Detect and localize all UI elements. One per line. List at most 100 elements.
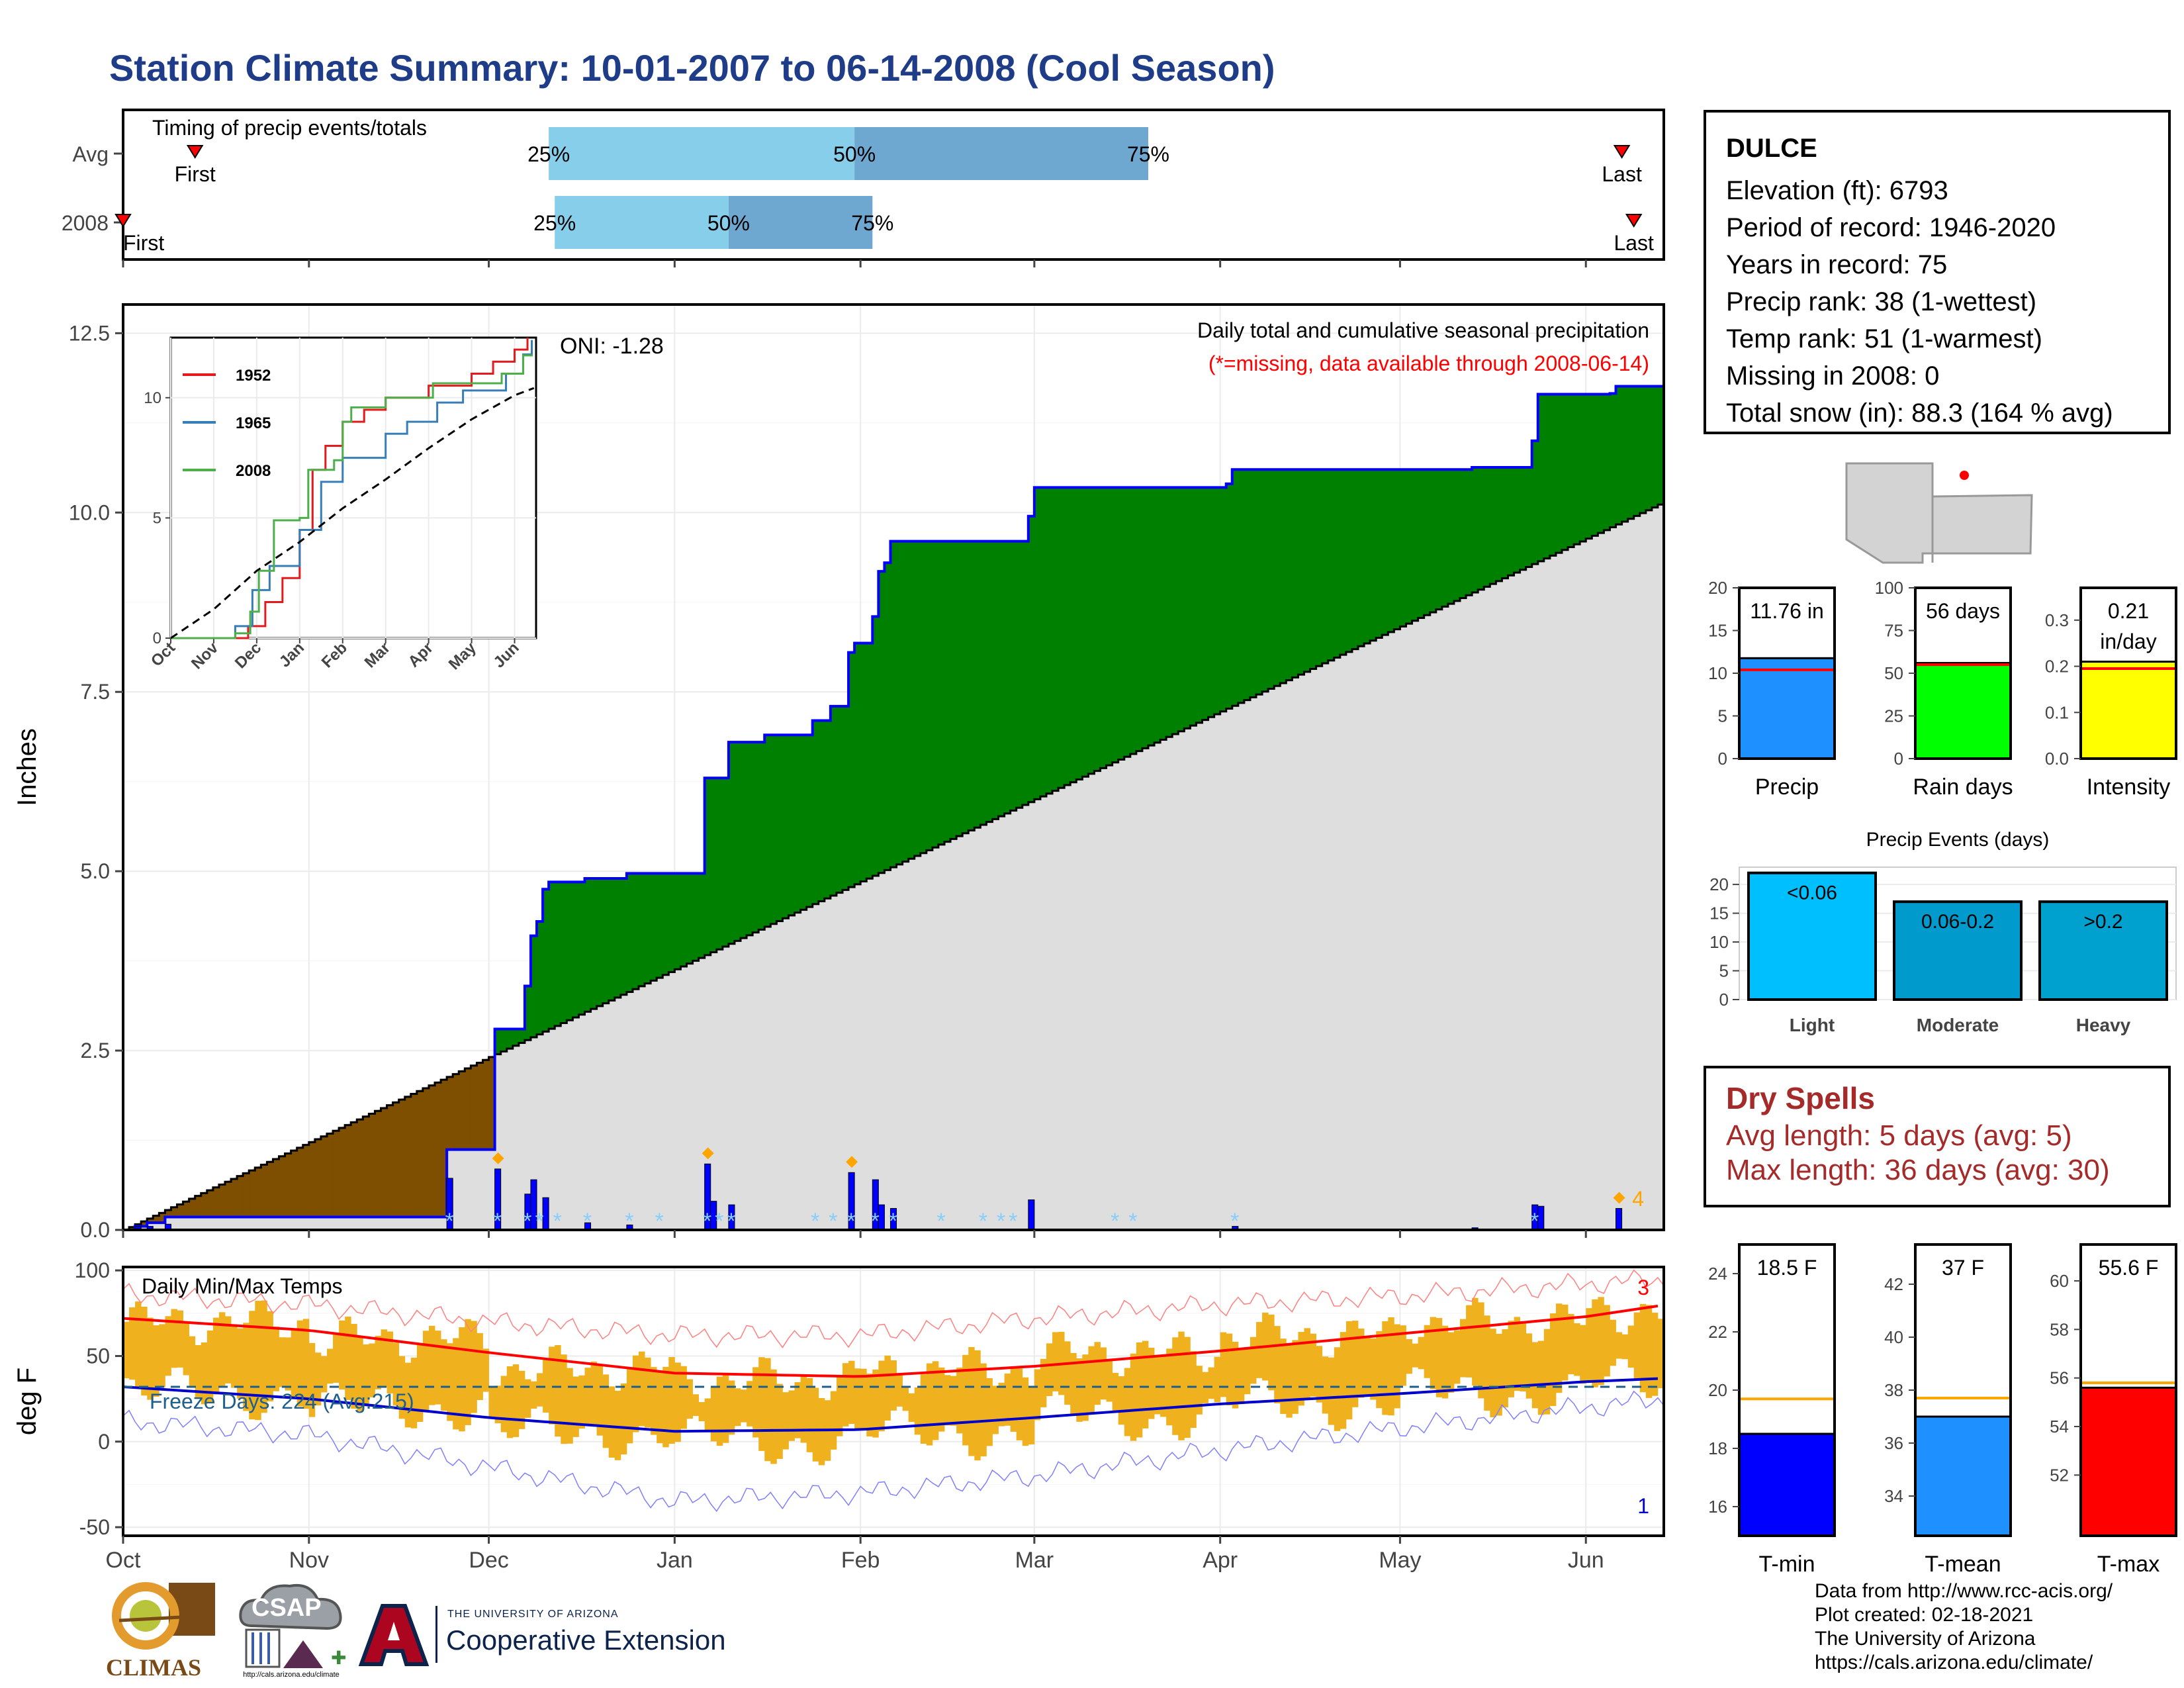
daily-temp-bar <box>1645 1305 1653 1398</box>
precip-surplus-fill <box>800 735 807 910</box>
daily-temp-bar <box>651 1367 657 1435</box>
precip-deficit-fill <box>183 1201 190 1217</box>
precip-surplus-fill <box>920 541 927 853</box>
daily-temp-bar <box>657 1371 663 1444</box>
station-missing: Missing in 2008: 0 <box>1726 361 1940 391</box>
daily-temp-bar <box>279 1337 285 1387</box>
snow-marker: * <box>871 1209 880 1234</box>
daily-temp-bar <box>243 1323 250 1411</box>
temp-y-axis-label: deg F <box>13 1368 42 1435</box>
daily-temp-bar <box>1651 1313 1659 1396</box>
precip-deficit-fill <box>447 1076 453 1150</box>
precip-surplus-fill <box>1226 483 1233 709</box>
daily-temp-bar <box>584 1368 591 1424</box>
events-bar-label: 0.06-0.2 <box>1921 911 1994 933</box>
daily-temp-bar <box>752 1367 759 1438</box>
snow-marker: * <box>445 1209 454 1234</box>
daily-temp-bar <box>1382 1321 1388 1415</box>
precip-surplus-fill <box>716 778 723 950</box>
daily-temp-bar <box>1052 1332 1059 1391</box>
precip-surplus-fill <box>1466 469 1473 596</box>
precip-surplus-fill <box>1645 386 1653 510</box>
precip-surplus-fill <box>1574 394 1580 545</box>
daily-temp-bar <box>1537 1340 1545 1415</box>
precip_gauge-chart: 0 5 10 15 20 11.76 in Precip <box>1708 578 1836 800</box>
credit-url: https://cals.arizona.edu/climate/ <box>1815 1652 2093 1673</box>
daily-temp-bar <box>896 1374 903 1407</box>
daily-temp-bar <box>1531 1342 1539 1409</box>
daily-temp-bar <box>1406 1339 1412 1374</box>
intensity_gauge-value-label: 0.21 <box>2108 599 2149 623</box>
precip-surplus-fill <box>1052 487 1059 791</box>
timing-row-label: 2008 <box>62 211 109 235</box>
precip-surplus-fill <box>1148 487 1155 746</box>
temp-frame <box>122 1266 1665 1537</box>
precip-surplus-fill <box>1130 487 1137 754</box>
precip-deficit-fill <box>320 1136 328 1217</box>
precip-surplus-fill <box>1088 487 1095 774</box>
precip-surplus-fill <box>1256 469 1263 695</box>
daily-max-marker <box>492 1152 504 1164</box>
precip-surplus-fill <box>620 878 627 995</box>
tmin_gauge-y-tick-label: 18 <box>1708 1438 1727 1458</box>
daily-temp-bar <box>1441 1325 1449 1399</box>
precip-deficit-fill <box>302 1145 310 1217</box>
daily-temp-bar <box>764 1358 771 1462</box>
daily-temp-bar <box>596 1364 604 1436</box>
precip-surplus-fill <box>543 889 549 1032</box>
daily-temp-bar <box>267 1311 273 1401</box>
precip-surplus-fill <box>1058 487 1065 788</box>
events-category-label: Moderate <box>1917 1015 1999 1035</box>
daily-temp-bar <box>363 1344 369 1407</box>
daily-temp-bar <box>1316 1346 1323 1403</box>
precip_gauge-value-label: 11.76 in <box>1750 599 1824 623</box>
climas-label: CLIMAS <box>106 1654 202 1681</box>
daily-temp-bar <box>836 1376 843 1436</box>
precip-surplus-fill <box>567 882 573 1021</box>
rain_gauge-bar <box>1914 662 2012 760</box>
normal-tmin-line <box>122 1377 1659 1433</box>
precip-surplus-fill <box>1112 487 1119 763</box>
daily-temp-bar <box>410 1357 418 1429</box>
daily-temp-bar <box>302 1319 310 1409</box>
daily-temp-bar <box>387 1331 394 1393</box>
precip-annotation: Daily total and cumulative seasonal prec… <box>1197 318 1649 342</box>
ua-block-a-icon <box>358 1604 430 1666</box>
daily-temp-bar <box>1112 1372 1119 1412</box>
daily-temp-bar <box>345 1316 351 1401</box>
timing-title: Timing of precip events/totals <box>152 116 427 140</box>
daily-temp-bar <box>692 1394 700 1416</box>
precip-deficit-fill <box>201 1193 208 1217</box>
events-bar-label: >0.2 <box>2083 911 2122 933</box>
csap-logo: ✚ CSAP http://cals.arizona.edu/climate <box>232 1579 351 1685</box>
daily-temp-bar <box>1298 1332 1304 1406</box>
station-temp-rank: Temp rank: 51 (1-warmest) <box>1726 324 2042 353</box>
tmax_gauge-y-tick-label: 52 <box>2050 1465 2069 1485</box>
precip-deficit-fill <box>488 1056 496 1150</box>
daily-temp-bar <box>968 1346 975 1456</box>
precip-deficit-fill <box>345 1125 351 1217</box>
snow-marker: * <box>1230 1209 1239 1234</box>
daily-temp-bar <box>488 1387 496 1417</box>
daily-temp-bar <box>543 1358 549 1413</box>
precip-surplus-fill <box>1010 541 1017 811</box>
daily-temp-bar <box>1322 1356 1329 1414</box>
tmax_gauge-chart: 52 54 56 58 60 55.6 F T-max <box>2050 1243 2177 1577</box>
daily-temp-bar <box>1208 1367 1215 1399</box>
precip-surplus-fill <box>1316 469 1323 667</box>
precip-deficit-fill <box>428 1085 435 1217</box>
precip-surplus-fill <box>1604 394 1611 530</box>
precip-surplus-fill <box>1531 440 1539 565</box>
daily-temp-bar <box>741 1389 747 1423</box>
daily-temp-bar <box>944 1375 951 1426</box>
daily-temp-bar <box>206 1330 214 1403</box>
temp-x-tick-label: Feb <box>841 1548 880 1573</box>
precip-deficit-fill <box>296 1147 304 1217</box>
daily-temp-bar <box>812 1387 819 1462</box>
precip-surplus-fill <box>974 541 981 828</box>
tmean_gauge-y-tick-label: 42 <box>1884 1274 1903 1294</box>
precip-normal-line <box>123 502 1665 1231</box>
daily-temp-bar <box>339 1320 345 1390</box>
